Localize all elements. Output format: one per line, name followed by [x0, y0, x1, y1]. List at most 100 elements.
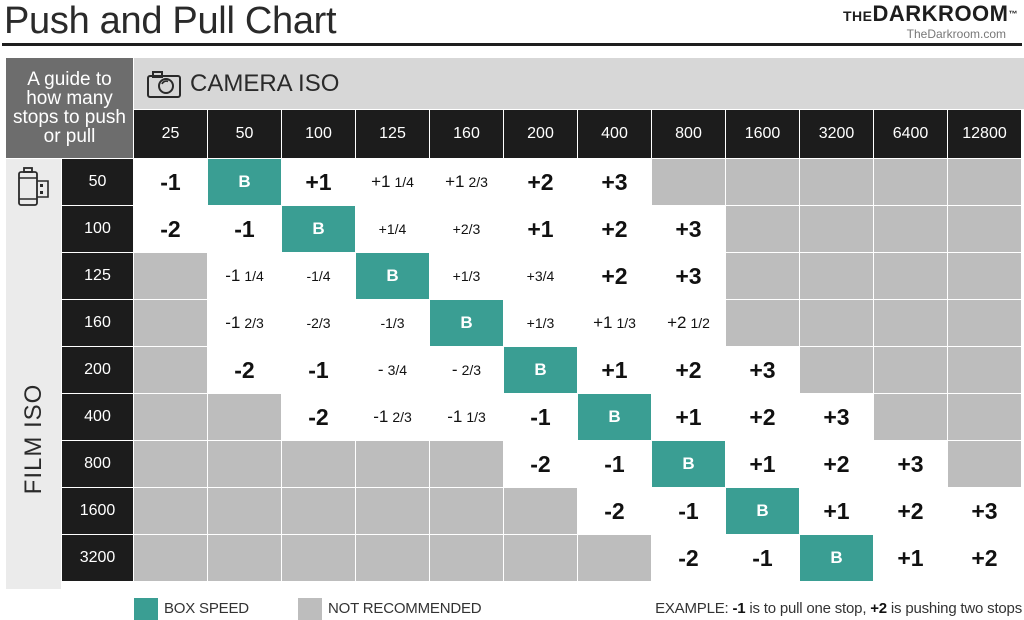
stop-value: +2/3 — [452, 221, 481, 237]
stop-cell: +2 — [652, 347, 725, 393]
camera-iso-col-6400: 6400 — [874, 110, 947, 158]
stop-fraction: 1/3 — [616, 315, 636, 331]
not-recommended-cell — [282, 441, 355, 487]
not-recommended-cell — [578, 535, 651, 581]
not-recommended-cell — [726, 159, 799, 205]
not-recommended-cell — [208, 488, 281, 534]
box-speed-cell: B — [208, 159, 281, 205]
stop-cell: +2/3 — [430, 206, 503, 252]
camera-iso-col-100: 100 — [282, 110, 355, 158]
not-recommended-cell — [134, 441, 207, 487]
stop-fraction: 2/3 — [244, 315, 264, 331]
stop-cell: +1 — [726, 441, 799, 487]
stop-fraction: 2/3 — [468, 174, 488, 190]
box-speed-cell: B — [726, 488, 799, 534]
stop-cell: -1 1/3 — [430, 394, 503, 440]
not-recommended-cell — [874, 159, 947, 205]
stop-fraction: 1/4 — [394, 174, 414, 190]
not-recommended-cell — [948, 206, 1021, 252]
stop-value: -1 — [225, 266, 241, 285]
stop-value: -1 — [530, 403, 551, 430]
stop-value: +2 — [823, 450, 850, 477]
stop-value: B — [534, 360, 547, 379]
stop-cell: +1 — [652, 394, 725, 440]
stop-value: -2/3 — [306, 315, 331, 331]
box-speed-cell: B — [430, 300, 503, 346]
not-recommended-cell — [504, 488, 577, 534]
not-recommended-cell — [134, 300, 207, 346]
not-recommended-cell — [800, 300, 873, 346]
camera-iso-col-400: 400 — [578, 110, 651, 158]
stop-value: +2 — [527, 168, 554, 195]
stop-value: -1 — [447, 407, 463, 426]
stop-value: B — [238, 172, 251, 191]
stop-value: -1 — [373, 407, 389, 426]
not-recommended-cell — [800, 159, 873, 205]
stop-value: +1 — [593, 313, 613, 332]
stop-cell: -2 — [652, 535, 725, 581]
not-recommended-cell — [134, 488, 207, 534]
stop-cell: -2/3 — [282, 300, 355, 346]
stop-value: +2 — [971, 544, 998, 571]
not-recommended-cell — [874, 206, 947, 252]
stop-cell: -1 — [652, 488, 725, 534]
stop-value: +2 — [601, 215, 628, 242]
stop-cell: +3 — [652, 253, 725, 299]
stop-cell: +3 — [652, 206, 725, 252]
not-recommended-cell — [430, 441, 503, 487]
stop-cell: -1 2/3 — [208, 300, 281, 346]
stop-value: -1/4 — [306, 268, 331, 284]
stop-value: B — [756, 501, 769, 520]
not-recommended-cell — [652, 159, 725, 205]
not-recommended-legend: NOT RECOMMENDED — [328, 600, 482, 617]
not-recommended-cell — [726, 253, 799, 299]
stop-cell: +3/4 — [504, 253, 577, 299]
stop-value: +3 — [749, 356, 776, 383]
box-speed-cell: B — [652, 441, 725, 487]
not-recommended-cell — [874, 300, 947, 346]
stop-value: -2 — [234, 356, 255, 383]
stop-value: +1 — [527, 215, 554, 242]
not-recommended-cell — [874, 394, 947, 440]
stop-fraction: 1/4 — [244, 268, 264, 284]
not-recommended-cell — [282, 488, 355, 534]
stop-value: +2 — [675, 356, 702, 383]
stop-cell: -2 — [578, 488, 651, 534]
not-recommended-cell — [874, 253, 947, 299]
not-recommended-cell — [134, 253, 207, 299]
brand-site: TheDarkroom.com — [906, 27, 1006, 41]
stop-fraction: 1/2 — [690, 315, 710, 331]
stop-fraction: 3/4 — [387, 362, 408, 378]
film-iso-label: FILM ISO — [20, 383, 47, 495]
stop-cell: +2 — [504, 159, 577, 205]
stop-cell: -1 — [578, 441, 651, 487]
stop-cell: +2 — [874, 488, 947, 534]
brand-tm: ™ — [1008, 9, 1018, 19]
not-recommended-cell — [282, 535, 355, 581]
stop-cell: -3/4 — [356, 347, 429, 393]
stop-value: +3 — [601, 168, 628, 195]
not-recommended-cell — [800, 206, 873, 252]
camera-iso-col-50: 50 — [208, 110, 281, 158]
stop-cell: -1 — [134, 159, 207, 205]
not-recommended-cell — [948, 347, 1021, 393]
camera-iso-col-200: 200 — [504, 110, 577, 158]
stop-value: +1 — [601, 356, 628, 383]
stop-value: -1 — [225, 313, 241, 332]
brand-the: THE — [843, 8, 873, 24]
stop-cell: +1 — [874, 535, 947, 581]
not-recommended-cell — [800, 253, 873, 299]
film-iso-row-160: 160 — [62, 300, 133, 346]
not-recommended-cell — [134, 347, 207, 393]
stop-cell: -2 — [208, 347, 281, 393]
stop-value: +1 — [823, 497, 850, 524]
stop-cell: -1 — [504, 394, 577, 440]
film-iso-row-400: 400 — [62, 394, 133, 440]
guide-label: A guide to how many stops to push or pul… — [6, 58, 133, 158]
stop-value: B — [386, 266, 399, 285]
stop-cell: +1 — [504, 206, 577, 252]
box-speed-cell: B — [356, 253, 429, 299]
stop-value: +3 — [675, 262, 702, 289]
film-iso-sidebar: FILM ISO — [6, 159, 61, 589]
stop-value: +2 — [601, 262, 628, 289]
